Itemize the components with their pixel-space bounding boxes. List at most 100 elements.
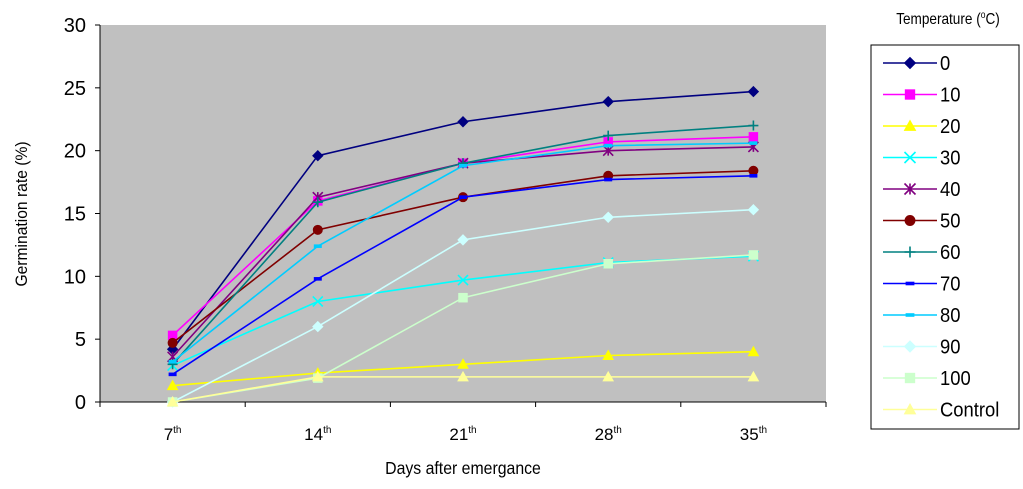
data-point: [747, 345, 760, 357]
x-tick-label-number: 21: [449, 425, 468, 444]
legend-label: 90: [940, 337, 960, 359]
data-point: [604, 177, 613, 182]
legend-label: 10: [940, 85, 960, 107]
legend: 0 10 20 30 40 50 60 70 80 90 100 Control: [883, 53, 999, 422]
legend-item: 100: [883, 368, 971, 390]
y-tick-label: 25: [64, 78, 86, 100]
legend-label: 100: [940, 368, 971, 390]
x-tick-label-number: 28: [595, 425, 614, 444]
data-point: [313, 244, 322, 248]
series-layer: [166, 85, 760, 408]
legend-label: 0: [940, 53, 950, 75]
legend-label: Control: [940, 400, 999, 422]
y-axis-ticks: 0 5 10 15 20 25 30: [64, 15, 100, 414]
legend-marker: [903, 402, 917, 415]
legend-marker: [903, 340, 917, 353]
data-point: [749, 174, 758, 178]
data-point: [748, 165, 759, 176]
legend-marker: [904, 372, 916, 384]
data-point: [457, 234, 469, 246]
legend-item: 30: [883, 148, 960, 170]
legend-marker: [903, 56, 917, 70]
data-point: [312, 197, 323, 208]
x-tick-label-suffix: th: [613, 425, 621, 436]
data-point: [166, 379, 179, 391]
legend-marker: [905, 313, 915, 317]
legend-item: 60: [883, 242, 960, 264]
x-tick-label-suffix: th: [759, 425, 767, 436]
x-tick-label-number: 7: [164, 425, 173, 444]
legend-label: 20: [940, 116, 960, 138]
data-point: [459, 195, 467, 199]
x-axis-ticks: 7th 14th 21th 28th 35th: [99, 402, 827, 444]
x-tick-label-number: 35: [740, 425, 759, 444]
series-Control: [166, 370, 760, 407]
legend-label: 30: [940, 148, 960, 170]
x-tick-label: 35th: [740, 425, 767, 444]
series-20: [166, 345, 760, 391]
data-point: [457, 116, 469, 128]
y-tick-label: 0: [75, 392, 86, 414]
data-point: [313, 277, 322, 281]
data-point: [602, 349, 615, 361]
data-point: [457, 358, 469, 369]
x-axis-label: Days after emergance: [385, 458, 541, 478]
data-point: [311, 370, 324, 382]
legend-item: 90: [883, 337, 960, 359]
x-tick-label: 28th: [595, 425, 622, 444]
legend-item: 50: [883, 211, 960, 233]
legend-item: 10: [883, 85, 960, 107]
legend-item: Control: [883, 400, 999, 422]
legend-label: 70: [940, 274, 960, 296]
legend-item: 0: [883, 53, 950, 75]
data-point: [748, 120, 759, 131]
legend-marker: [904, 89, 916, 100]
legend-label: 40: [940, 179, 960, 201]
y-tick-label: 20: [64, 141, 86, 163]
series-70: [168, 174, 758, 377]
data-point: [747, 85, 760, 98]
data-point: [458, 292, 468, 303]
data-point: [602, 95, 614, 108]
data-point: [166, 395, 179, 407]
data-point: [602, 211, 614, 223]
legend-marker: [903, 119, 917, 131]
y-tick-label: 10: [64, 266, 86, 288]
legend-title: Temperature (oC): [896, 9, 1000, 28]
y-axis-label: Germination rate (%): [12, 141, 31, 286]
x-tick-label-number: 14: [304, 425, 323, 444]
legend-item: 40: [883, 179, 960, 201]
y-tick-label: 5: [75, 329, 86, 351]
data-point: [312, 149, 324, 162]
series-80: [168, 141, 758, 364]
legend-title-unit: C): [985, 11, 999, 28]
x-tick-label-suffix: th: [468, 425, 476, 436]
legend-label: 80: [940, 305, 960, 327]
x-tick-label-suffix: th: [173, 425, 181, 436]
data-point: [168, 372, 177, 377]
data-point: [747, 204, 760, 216]
legend-marker: [904, 246, 916, 258]
data-point: [747, 370, 760, 382]
data-point: [604, 143, 613, 148]
legend-marker: [903, 151, 917, 164]
legend-marker: [903, 182, 917, 196]
legend-marker: [905, 281, 915, 286]
data-point: [168, 359, 177, 364]
legend-title-superscript: o: [981, 9, 986, 20]
data-point: [602, 370, 615, 382]
data-point: [603, 130, 614, 141]
legend-label: 60: [940, 242, 960, 264]
data-point: [603, 259, 613, 269]
data-point: [748, 250, 759, 260]
legend-title-text: Temperature (: [896, 11, 981, 28]
legend-item: 20: [883, 116, 960, 138]
x-tick-label-suffix: th: [323, 425, 331, 436]
x-tick-label: 14th: [304, 425, 331, 444]
data-point: [312, 320, 324, 333]
legend-item: 70: [883, 274, 960, 296]
legend-marker: [904, 215, 916, 226]
legend-label: 50: [940, 211, 960, 233]
data-point: [749, 141, 758, 145]
